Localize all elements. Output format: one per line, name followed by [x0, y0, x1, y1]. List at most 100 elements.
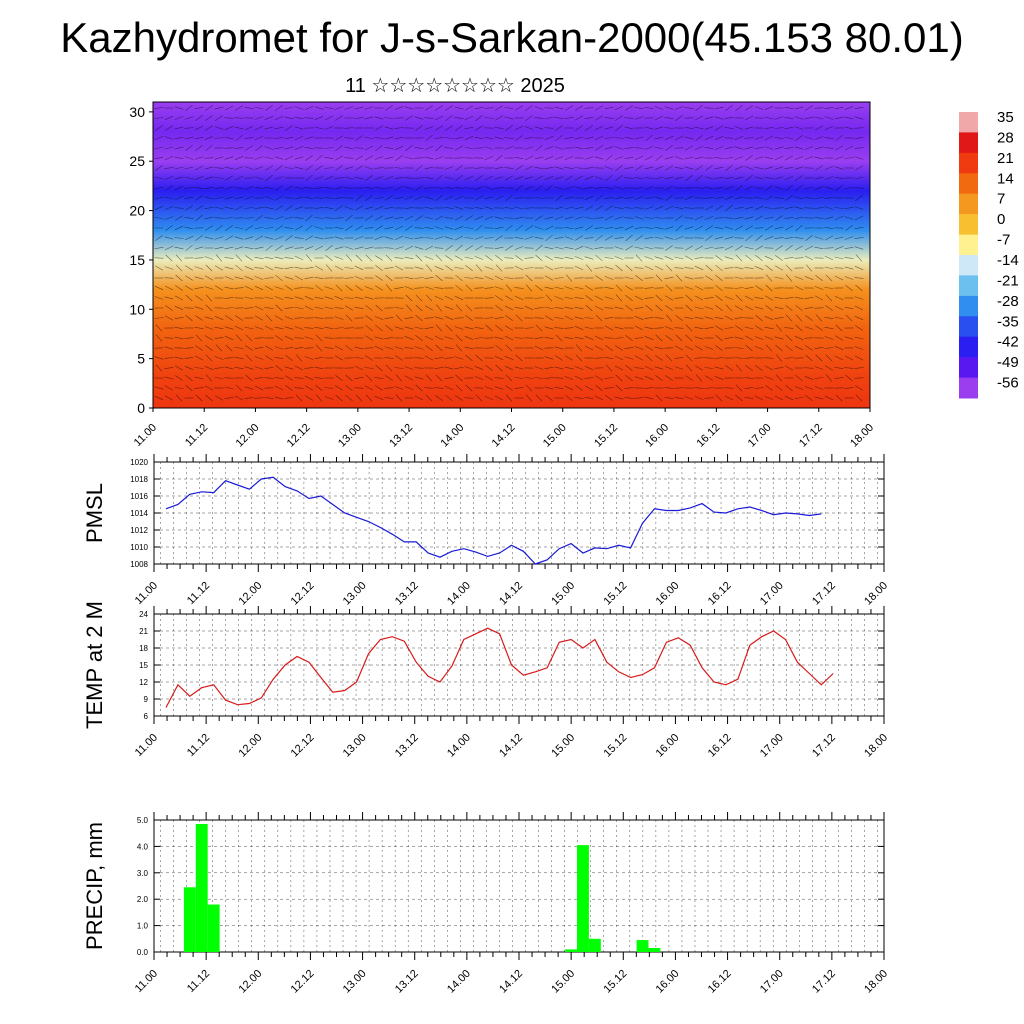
wind-barb: [204, 236, 214, 240]
wind-barb: [584, 147, 594, 149]
wind-barb: [324, 396, 334, 400]
wind-barb: [785, 334, 793, 342]
wind-barb: [334, 226, 344, 230]
wind-barb: [554, 206, 564, 210]
wind-barb: [214, 196, 224, 200]
wind-barb: [584, 175, 594, 181]
wind-barb: [204, 286, 214, 290]
wind-barb: [375, 225, 383, 231]
x-tick-label: 14.12: [490, 422, 518, 450]
wind-barb: [554, 176, 564, 180]
wind-barb: [324, 147, 334, 149]
wind-barb: [185, 244, 193, 252]
x-tick-label: 18.00: [862, 580, 890, 608]
wind-barb: [324, 237, 334, 239]
wind-barb: [454, 295, 464, 301]
wind-barb: [384, 156, 394, 160]
wind-barb: [164, 357, 174, 359]
wind-barb: [644, 287, 654, 289]
wind-barb: [455, 334, 463, 342]
wind-barb: [844, 387, 854, 389]
wind-barb: [365, 355, 373, 361]
x-tick-label: 12.12: [285, 422, 313, 450]
wind-barb: [365, 195, 373, 201]
wind-barb: [835, 134, 843, 142]
wind-barb: [224, 235, 234, 241]
wind-barb: [784, 297, 794, 299]
wind-barb: [384, 216, 394, 220]
wind-barb: [375, 385, 383, 391]
wind-barb: [524, 176, 534, 180]
wind-barb: [735, 294, 743, 302]
wind-barb: [674, 345, 684, 351]
wind-barb: [255, 215, 263, 221]
wind-barb: [655, 394, 663, 402]
wind-barb: [724, 137, 734, 139]
wind-barb: [264, 285, 274, 291]
wind-barb: [854, 315, 864, 321]
wind-barb: [164, 277, 174, 279]
wind-barb: [325, 255, 333, 261]
wind-barb: [324, 187, 334, 189]
wind-barb: [165, 254, 173, 262]
wind-barb: [374, 197, 384, 199]
wind-barb: [534, 197, 544, 199]
wind-barb: [174, 116, 184, 120]
wind-barb: [264, 367, 274, 369]
wind-barb: [684, 286, 694, 290]
wind-barb: [605, 395, 613, 401]
colorbar-label: -56: [997, 375, 1019, 392]
wind-barb: [564, 355, 574, 361]
wind-barb: [704, 146, 714, 150]
x-tick-label: 13.00: [341, 580, 369, 608]
wind-barb: [344, 267, 354, 269]
wind-barb: [334, 296, 344, 300]
wind-barb: [695, 135, 703, 141]
wind-barb: [524, 305, 534, 311]
wind-barb: [715, 255, 723, 261]
wind-barb: [674, 327, 684, 329]
wind-barb: [435, 144, 443, 152]
wind-barb: [614, 306, 624, 310]
wind-barb: [464, 237, 474, 239]
wind-barb: [224, 117, 234, 119]
precip-bar: [648, 948, 661, 952]
colorbar-swatch: [959, 112, 978, 133]
wind-barb: [635, 235, 643, 241]
wind-barb: [485, 255, 493, 261]
wind-barb: [815, 354, 823, 362]
wind-barb: [585, 295, 593, 301]
wind-barb: [324, 107, 334, 109]
wind-barb: [394, 326, 404, 330]
wind-barb: [784, 237, 794, 239]
wind-barb: [594, 115, 604, 121]
wind-barb: [374, 345, 384, 351]
wind-barb: [575, 354, 583, 362]
wind-barb: [805, 315, 813, 321]
wind-barb: [284, 307, 294, 309]
wind-barb: [734, 207, 744, 209]
wind-barb: [324, 157, 334, 159]
wind-barb: [574, 375, 584, 381]
wind-barb: [254, 226, 264, 230]
wind-barb: [684, 267, 694, 269]
wind-barb: [484, 117, 494, 119]
x-tick-label: 16.00: [654, 580, 682, 608]
wind-barb: [174, 336, 184, 340]
wind-barb: [504, 356, 514, 360]
wind-barb: [804, 386, 814, 390]
wind-barb: [454, 215, 464, 221]
wind-barb: [264, 257, 274, 259]
wind-barb: [725, 304, 733, 312]
wind-barb: [424, 286, 434, 290]
wind-barb: [494, 386, 504, 390]
x-tick-label: 16.00: [654, 732, 682, 760]
wind-barb: [495, 305, 503, 311]
wind-barb: [345, 374, 353, 382]
wind-barb: [365, 254, 373, 262]
wind-barb: [504, 167, 514, 169]
wind-barb: [294, 326, 304, 330]
wind-barb: [234, 196, 244, 200]
wind-barb: [554, 296, 564, 300]
wind-barb: [694, 336, 704, 340]
